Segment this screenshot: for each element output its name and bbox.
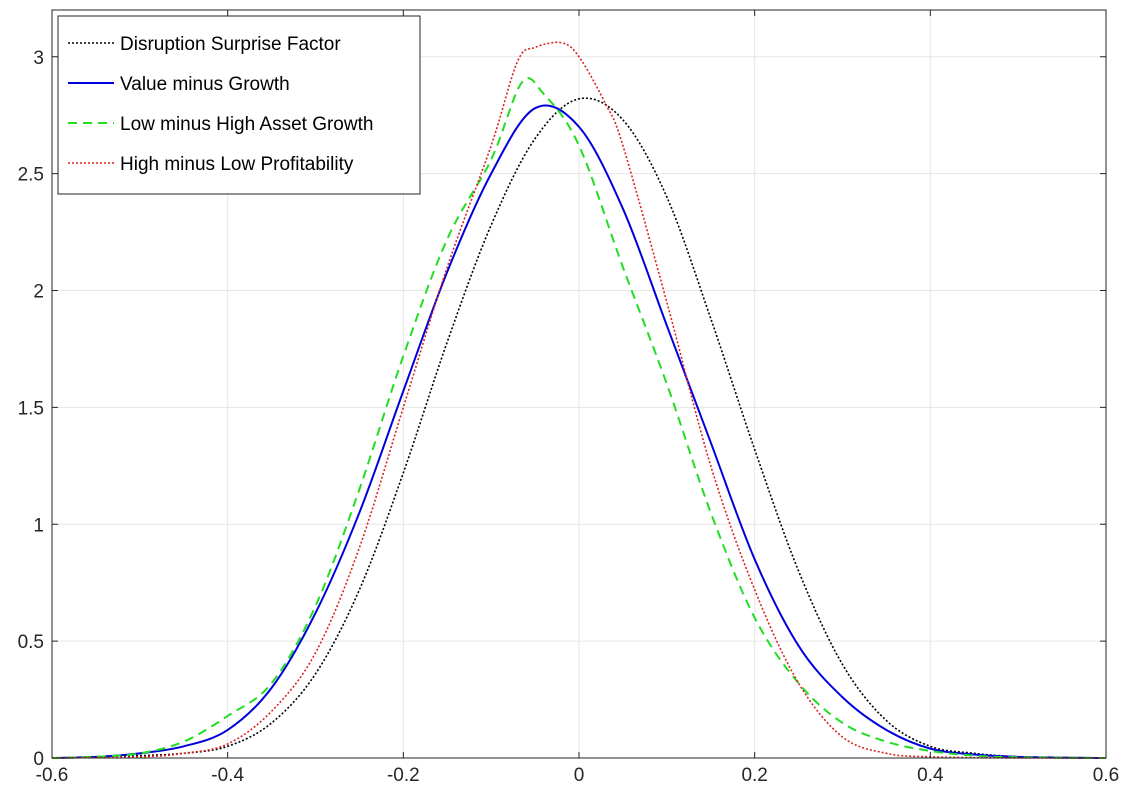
- x-tick-label: -0.6: [36, 765, 69, 786]
- series-layer: [51, 41, 1107, 759]
- y-tick-label: 1: [33, 515, 44, 536]
- series-line-3: [51, 77, 1107, 759]
- x-tick-label: 0.2: [741, 765, 767, 786]
- x-tick-label: 0: [574, 765, 585, 786]
- y-tick-label: 1.5: [18, 398, 44, 419]
- legend: Disruption Surprise Factor Value minus Gr…: [57, 15, 421, 195]
- y-tick-label: 0.5: [18, 632, 44, 653]
- ticks: -0.6 -0.4 -0.2 0 0.2 0.4 0.6 0 0.5 1 1.5 2 2.5 3: [18, 10, 1119, 786]
- legend-label-3: Low minus High Asset Growth: [120, 114, 373, 135]
- y-tick-label: 0: [33, 749, 44, 770]
- x-tick-label: 0.4: [917, 765, 944, 786]
- legend-label-4: High minus Low Profitability: [120, 154, 354, 175]
- series-line-1: [51, 97, 1106, 759]
- x-tick-label: -0.2: [387, 765, 420, 786]
- y-tick-label: 3: [33, 48, 44, 69]
- legend-label-2: Value minus Growth: [120, 74, 290, 95]
- series-line-2: [51, 104, 1107, 759]
- x-tick-label: -0.4: [211, 765, 244, 786]
- legend-box: [57, 15, 421, 195]
- x-tick-label: 0.6: [1093, 765, 1119, 786]
- y-tick-label: 2.5: [18, 165, 44, 186]
- legend-label-1: Disruption Surprise Factor: [120, 34, 341, 55]
- series-line-4: [51, 41, 1106, 759]
- y-tick-label: 2: [33, 282, 44, 303]
